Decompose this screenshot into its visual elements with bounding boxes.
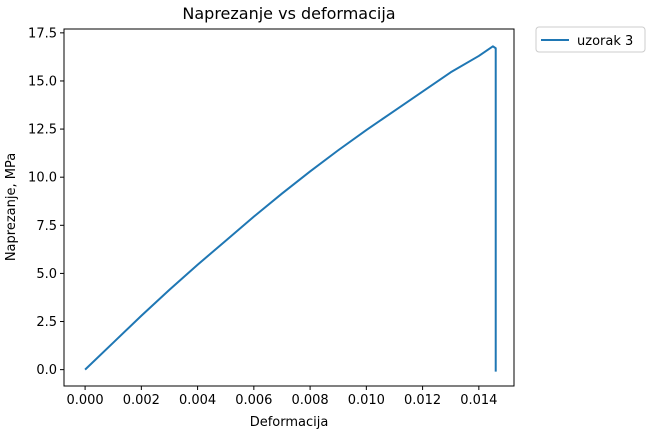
x-tick-label: 0.006	[235, 393, 272, 408]
plot-area	[64, 29, 514, 386]
legend-box	[535, 26, 646, 53]
y-tick-label: 15.0	[28, 74, 57, 89]
y-tick-label: 0.0	[36, 363, 57, 378]
y-tick-label: 10.0	[28, 171, 57, 186]
x-tick-label: 0.010	[348, 393, 385, 408]
x-axis-ticks: 0.000 0.002 0.004 0.006 0.008 0.010 0.012 0.014	[66, 386, 497, 408]
x-tick-label: 0.004	[179, 393, 216, 408]
series-layer	[84, 45, 497, 372]
series-line-0	[84, 45, 497, 372]
y-tick-label: 12.5	[28, 123, 57, 138]
y-axis-ticks: 0.0 2.5 5.0 7.5 10.0 12.5 15.0 17.5	[28, 26, 64, 378]
y-tick-label: 7.5	[36, 219, 57, 234]
x-tick-label: 0.012	[404, 393, 441, 408]
chart-title: Naprezanje vs deformacija	[182, 4, 395, 23]
x-tick-label: 0.000	[66, 393, 103, 408]
legend-label: uzorak 3	[577, 34, 633, 49]
x-axis-label: Deformacija	[250, 415, 329, 430]
plot-frame	[63, 28, 515, 387]
x-tick-label: 0.008	[291, 393, 328, 408]
x-tick-label: 0.002	[123, 393, 160, 408]
legend: uzorak 3	[535, 26, 646, 53]
y-tick-label: 5.0	[36, 267, 57, 282]
y-tick-label: 2.5	[36, 315, 57, 330]
x-tick-label: 0.014	[460, 393, 497, 408]
y-tick-label: 17.5	[28, 26, 57, 41]
y-axis-label: Naprezanje, MPa	[4, 153, 19, 261]
